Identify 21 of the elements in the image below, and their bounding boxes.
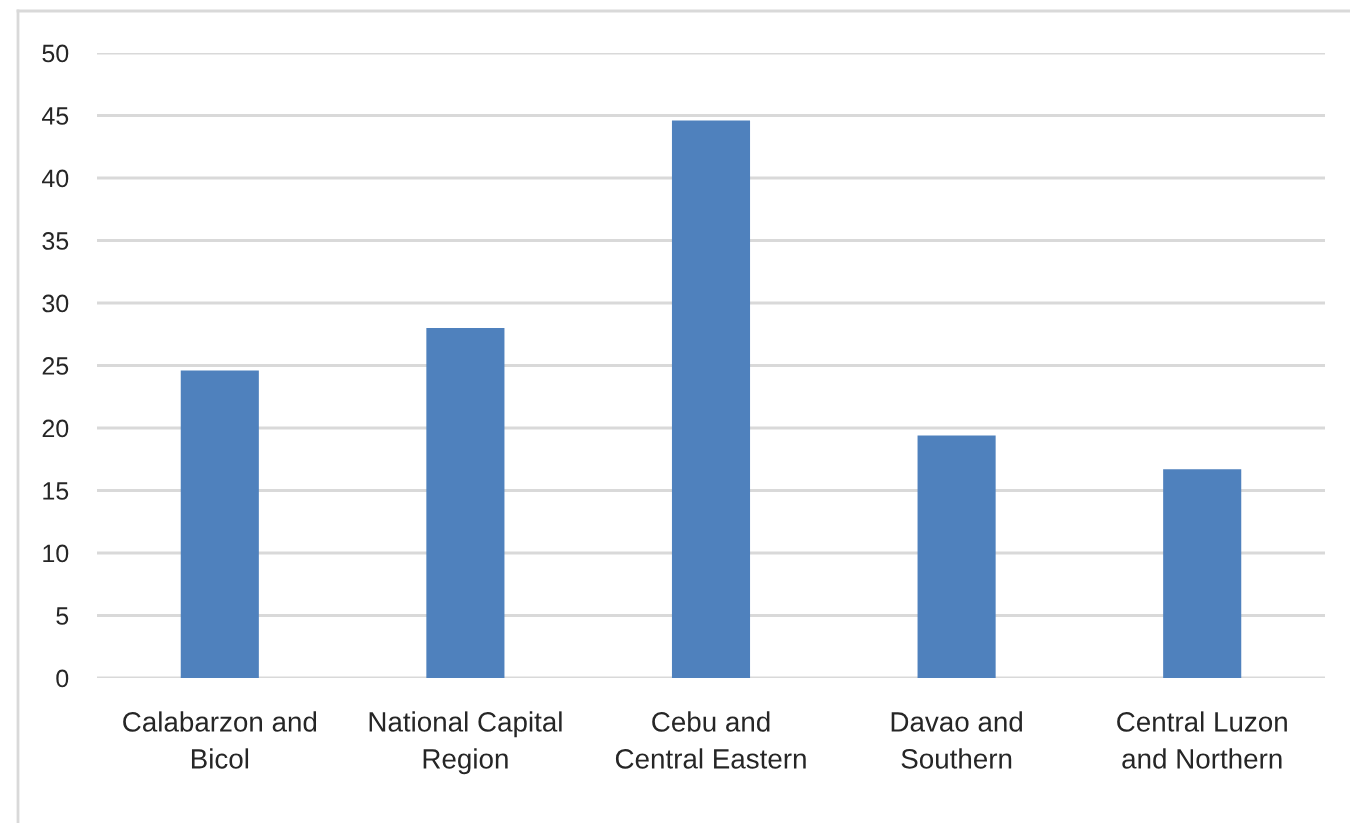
y-tick-label: 5 — [56, 607, 69, 625]
y-tick-label: 10 — [43, 544, 69, 563]
bar — [426, 328, 505, 678]
x-tick-label: National Capital Region — [369, 711, 562, 775]
y-tick-label: 0 — [56, 669, 69, 688]
x-tick-label: Cebu and Central Eastern — [615, 711, 806, 769]
y-tick-label: 35 — [42, 232, 69, 250]
bar — [671, 120, 751, 678]
y-tick-label: 40 — [41, 169, 69, 188]
y-tick-label: 50 — [42, 44, 69, 63]
bar — [917, 435, 996, 678]
bar — [180, 370, 259, 678]
y-tick-label: 15 — [43, 482, 69, 500]
y-tick-label: 20 — [42, 419, 69, 438]
x-tick-label: Calabarzon and Bicol — [123, 711, 317, 769]
y-tick-label: 30 — [42, 294, 69, 313]
y-tick-label: 25 — [42, 357, 69, 375]
y-tick-label: 45 — [41, 107, 69, 125]
x-tick-label: Central Luzon and Northern — [1117, 711, 1287, 769]
x-tick-label: Davao and Southern — [891, 711, 1022, 769]
bar — [1163, 469, 1242, 678]
